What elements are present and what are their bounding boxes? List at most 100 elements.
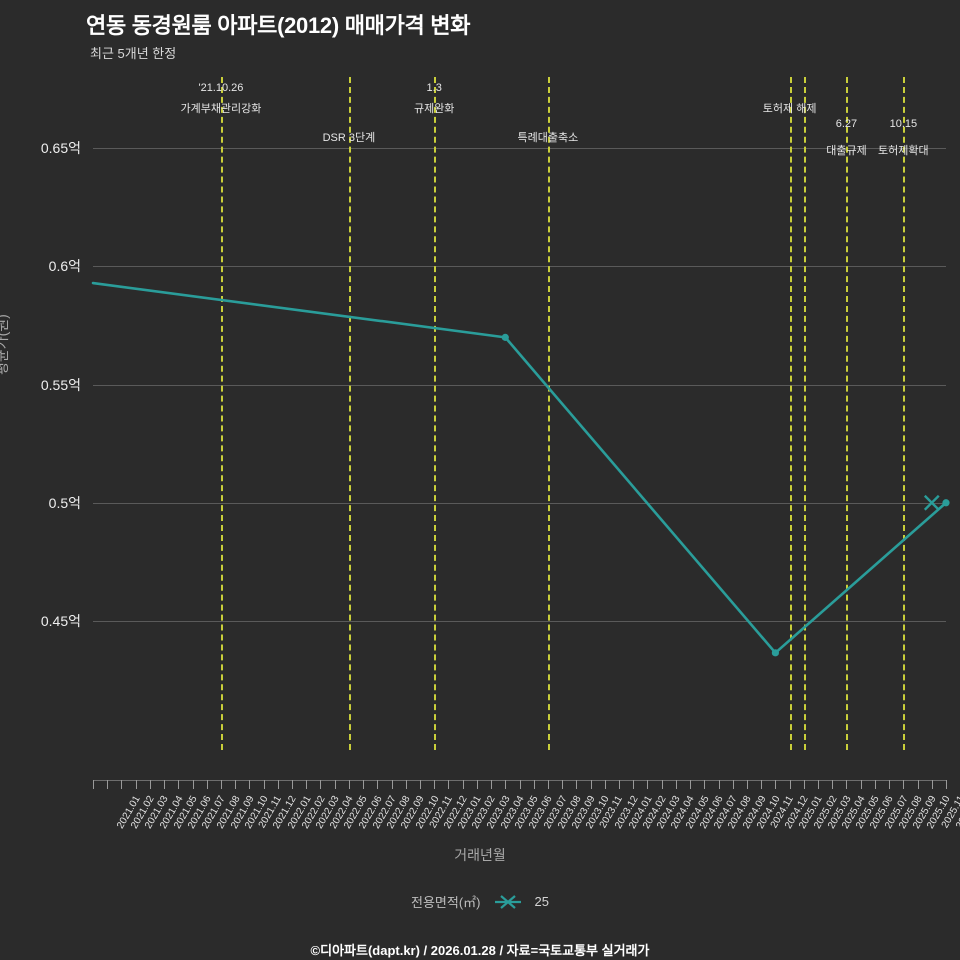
legend-title: 전용면적(㎡) bbox=[411, 895, 481, 910]
x-axis-tick bbox=[93, 780, 94, 789]
x-axis-tick bbox=[107, 780, 109, 789]
x-axis-tick bbox=[547, 780, 549, 789]
x-axis-tick bbox=[661, 780, 663, 789]
event-text-label: 가계부채관리강화 bbox=[180, 103, 262, 115]
event-date-label: 1.3 bbox=[426, 82, 442, 94]
x-axis-tick bbox=[903, 780, 905, 789]
x-axis-tick bbox=[860, 780, 862, 789]
x-axis-tick bbox=[306, 780, 308, 789]
x-axis-tick bbox=[590, 780, 592, 789]
x-axis-tick bbox=[164, 780, 166, 789]
x-axis-tick bbox=[476, 780, 478, 789]
event-line bbox=[803, 77, 806, 750]
event-line bbox=[434, 77, 437, 750]
x-axis-tick bbox=[292, 780, 294, 789]
x-axis-tick bbox=[249, 780, 251, 789]
x-axis-tick bbox=[320, 780, 322, 789]
plot-area bbox=[91, 77, 950, 750]
x-axis-tick bbox=[576, 780, 578, 789]
series-polyline bbox=[91, 281, 948, 655]
event-text-label: 특례대출축소 bbox=[517, 132, 579, 144]
x-axis-tick bbox=[633, 780, 635, 789]
gridline bbox=[93, 502, 946, 504]
x-axis-tick bbox=[789, 780, 791, 789]
x-axis-tick bbox=[562, 780, 564, 789]
event-line bbox=[547, 77, 550, 750]
x-axis-tick bbox=[206, 780, 208, 789]
x-axis-tick bbox=[121, 780, 123, 789]
data-point-marker bbox=[501, 333, 509, 341]
x-axis-tick bbox=[803, 780, 805, 789]
x-axis-tick bbox=[604, 780, 606, 789]
y-axis-title: 평균가(원) bbox=[0, 314, 10, 375]
x-axis-tick bbox=[405, 780, 407, 789]
data-point-marker bbox=[942, 499, 950, 507]
x-axis-tick bbox=[419, 780, 421, 789]
x-axis-tick bbox=[505, 780, 507, 789]
x-axis-tick bbox=[931, 780, 933, 789]
x-axis-tick bbox=[619, 780, 621, 789]
x-axis-tick bbox=[846, 780, 848, 789]
x-axis-tick bbox=[690, 780, 692, 789]
x-axis-tick bbox=[917, 780, 919, 789]
gridline bbox=[93, 148, 946, 150]
x-axis-tick bbox=[334, 780, 336, 789]
x-axis-tick bbox=[462, 780, 464, 789]
event-date-label: 10.15 bbox=[889, 118, 918, 130]
y-axis-tick-label: 0.6억 bbox=[48, 258, 81, 275]
x-axis-tick bbox=[675, 780, 677, 789]
event-line bbox=[348, 77, 351, 750]
page-subtitle: 최근 5개년 한정 bbox=[90, 46, 177, 61]
event-date-label: 6.27 bbox=[835, 118, 858, 130]
event-text-label: DSR 3단계 bbox=[322, 132, 376, 144]
x-axis-tick bbox=[718, 780, 720, 789]
event-line bbox=[846, 77, 849, 750]
x-axis-tick bbox=[818, 780, 820, 789]
x-axis-tick bbox=[775, 780, 777, 789]
x-axis-tick bbox=[263, 780, 265, 789]
x-axis-tick bbox=[277, 780, 279, 789]
event-line bbox=[789, 77, 792, 750]
x-axis-tick bbox=[491, 780, 493, 789]
x-axis-tick bbox=[533, 780, 535, 789]
series-x-marker-icon bbox=[923, 494, 940, 511]
x-axis-tick bbox=[704, 780, 706, 789]
x-axis-tick bbox=[832, 780, 834, 789]
series-line-25 bbox=[91, 281, 950, 657]
x-axis-tick bbox=[348, 780, 350, 789]
x-axis-tick bbox=[178, 780, 180, 789]
event-date-label: '21.10.26 bbox=[198, 82, 244, 94]
event-line bbox=[903, 77, 906, 750]
event-text-label: 토허제 해제 bbox=[762, 103, 817, 115]
event-text-label: 토허제확대 bbox=[878, 145, 929, 157]
event-line bbox=[220, 77, 223, 750]
x-axis-tick bbox=[889, 780, 891, 789]
x-axis-tick bbox=[192, 780, 194, 789]
y-axis-tick-label: 0.65억 bbox=[40, 140, 81, 157]
y-axis-tick-label: 0.55억 bbox=[40, 376, 81, 393]
x-axis-tick bbox=[448, 780, 450, 789]
x-axis-tick bbox=[746, 780, 748, 789]
footer-credit: ©디아파트(dapt.kr) / 2026.01.28 / 자료=국토교통부 실… bbox=[310, 943, 650, 958]
legend-entry-label: 25 bbox=[534, 894, 549, 909]
x-axis-tick bbox=[235, 780, 237, 789]
x-axis-tick bbox=[391, 780, 393, 789]
y-axis-tick-label: 0.45억 bbox=[40, 612, 81, 629]
legend-marker-icon bbox=[494, 894, 521, 909]
x-axis-tick bbox=[519, 780, 521, 789]
x-axis-tick bbox=[732, 780, 734, 789]
x-axis-tick bbox=[761, 780, 763, 789]
gridline bbox=[93, 266, 946, 268]
gridline bbox=[93, 620, 946, 622]
gridline bbox=[93, 384, 946, 386]
event-text-label: 규제완화 bbox=[413, 103, 455, 115]
x-axis-tick bbox=[647, 780, 649, 789]
page-title: 연동 동경원룸 아파트(2012) 매매가격 변화 bbox=[86, 13, 471, 38]
x-axis-tick bbox=[874, 780, 876, 789]
x-axis-tick bbox=[434, 780, 436, 789]
legend: 전용면적(㎡) 25 bbox=[0, 892, 960, 911]
x-axis-tick bbox=[377, 780, 379, 789]
event-text-label: 대출규제 bbox=[826, 145, 867, 157]
y-axis-tick-label: 0.5억 bbox=[48, 494, 81, 511]
